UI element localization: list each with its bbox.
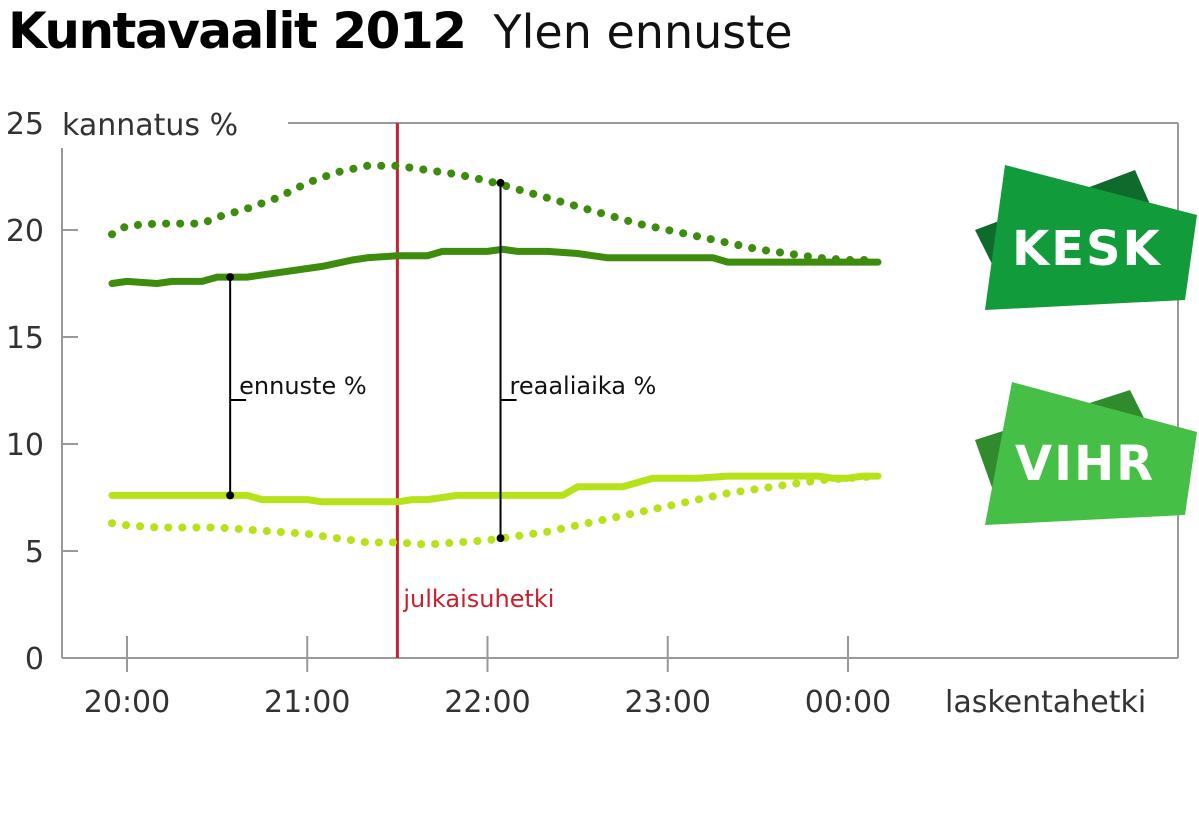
x-tick-label: 20:00 bbox=[84, 685, 170, 720]
x-axis-title: laskentahetki bbox=[945, 685, 1146, 720]
annotation-label: reaaliaika % bbox=[510, 372, 657, 400]
y-axis-title: kannatus % bbox=[62, 108, 238, 143]
y-tick-label: 0 bbox=[25, 642, 44, 677]
x-tick-label: 22:00 bbox=[444, 685, 530, 720]
publication-label: julkaisuhetki bbox=[402, 585, 554, 613]
y-tick-label: 15 bbox=[6, 321, 44, 356]
x-tick-label: 00:00 bbox=[805, 685, 891, 720]
y-tick-label: 10 bbox=[6, 428, 44, 463]
annotation-dot bbox=[496, 178, 505, 187]
annotation-dot bbox=[226, 273, 235, 282]
series-line-kesk-reaaliaika bbox=[108, 245, 882, 287]
vihr-badge-label: VIHR bbox=[1015, 436, 1155, 492]
chart-subtitle: Ylen ennuste bbox=[493, 5, 793, 59]
kesk-badge: KESK bbox=[975, 165, 1197, 310]
series-line-kesk-ennuste bbox=[108, 161, 882, 264]
series-line-vihr-ennuste bbox=[108, 472, 882, 549]
y-tick-label: 5 bbox=[25, 535, 44, 570]
x-tick-label: 21:00 bbox=[264, 685, 350, 720]
kesk-badge-front bbox=[985, 165, 1197, 310]
y-tick-label: 25 bbox=[6, 107, 44, 142]
y-tick-label: 20 bbox=[6, 214, 44, 249]
series-line-vihr-reaaliaika bbox=[108, 472, 882, 506]
title-row: Kuntavaalit 2012 Ylen ennuste bbox=[8, 2, 793, 72]
vihr-badge-front bbox=[985, 382, 1197, 525]
chart-title: Kuntavaalit 2012 bbox=[8, 2, 467, 60]
annotation-label: ennuste % bbox=[239, 372, 367, 400]
vihr-badge: VIHR bbox=[975, 382, 1197, 525]
kesk-badge-label: KESK bbox=[1012, 221, 1162, 277]
annotation-dot bbox=[226, 491, 235, 500]
annotation-dot bbox=[496, 534, 505, 543]
x-tick-label: 23:00 bbox=[625, 685, 711, 720]
